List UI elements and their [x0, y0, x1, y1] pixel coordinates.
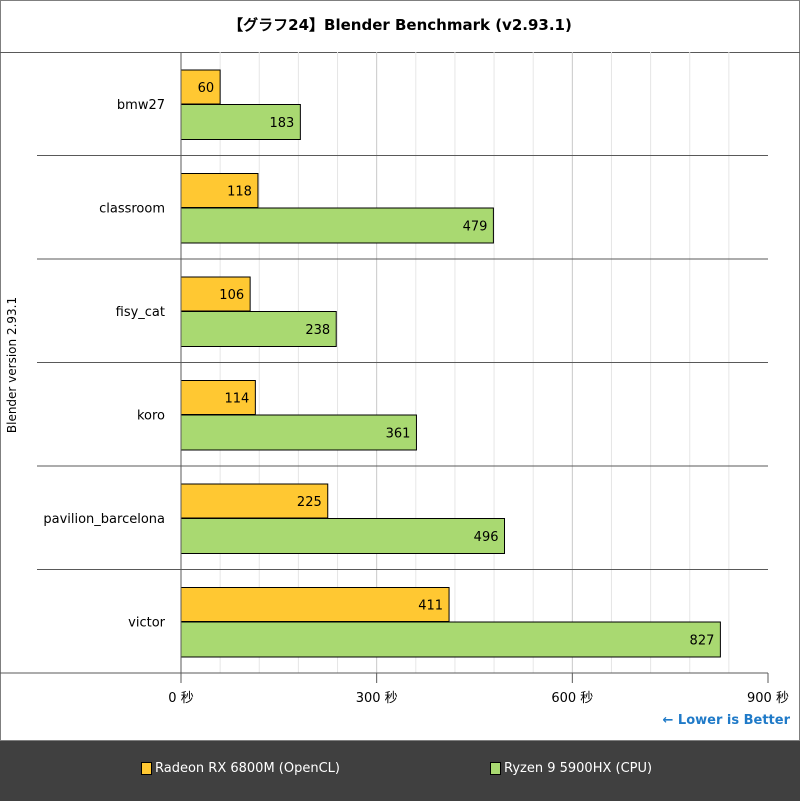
- x-tick-label: 600 秒: [551, 691, 593, 706]
- bar-ryzen: [180, 414, 417, 451]
- legend-swatch-radeon: [141, 762, 152, 775]
- bar-radeon: [180, 587, 450, 622]
- bar-ryzen: [180, 207, 494, 244]
- category-label: bmw27: [117, 98, 165, 113]
- plot-area: bmw27 60 183 classroom 118 479 fisy_cat 106 238 k…: [0, 52, 789, 706]
- x-tick-label: 900 秒: [747, 691, 789, 706]
- title-divider: [0, 52, 800, 53]
- legend-label-ryzen: Ryzen 9 5900HX (CPU): [504, 761, 653, 776]
- data-label: 118: [227, 185, 252, 200]
- data-label: 827: [690, 634, 715, 649]
- bar-radeon: [180, 276, 251, 312]
- data-label: 361: [386, 427, 411, 442]
- data-label: 183: [270, 116, 295, 131]
- bar-radeon: [180, 483, 329, 519]
- legend-item-radeon: Radeon RX 6800M (OpenCL): [141, 761, 340, 776]
- category-label: fisy_cat: [116, 305, 165, 320]
- category-label: koro: [137, 408, 165, 423]
- legend-swatch-ryzen: [490, 762, 501, 775]
- data-label: 238: [305, 323, 330, 338]
- bar-radeon: [180, 380, 256, 415]
- bar-ryzen: [180, 518, 506, 554]
- bar-ryzen: [180, 311, 337, 347]
- chart-title: 【グラフ24】Blender Benchmark (v2.93.1): [228, 16, 572, 34]
- data-label: 114: [225, 392, 250, 407]
- legend: Radeon RX 6800M (OpenCL) Ryzen 9 5900HX …: [0, 740, 800, 801]
- bar-ryzen: [180, 104, 301, 140]
- category-label: classroom: [99, 201, 165, 216]
- data-label: 225: [297, 495, 322, 510]
- legend-item-ryzen: Ryzen 9 5900HX (CPU): [490, 761, 652, 776]
- x-tick-label: 0 秒: [168, 691, 193, 706]
- bar-radeon: [180, 173, 259, 208]
- category-label: victor: [128, 615, 166, 630]
- annotation-lower-is-better: ← Lower is Better: [662, 713, 791, 728]
- legend-label-radeon: Radeon RX 6800M (OpenCL): [155, 761, 340, 776]
- data-label: 411: [418, 599, 443, 614]
- data-label: 60: [198, 81, 215, 96]
- category-label: pavilion_barcelona: [43, 512, 165, 527]
- bar-radeon: [180, 69, 221, 105]
- data-label: 479: [463, 220, 488, 235]
- data-label: 496: [474, 530, 499, 545]
- data-label: 106: [219, 288, 244, 303]
- bar-ryzen: [180, 621, 721, 658]
- x-tick-label: 300 秒: [356, 691, 398, 706]
